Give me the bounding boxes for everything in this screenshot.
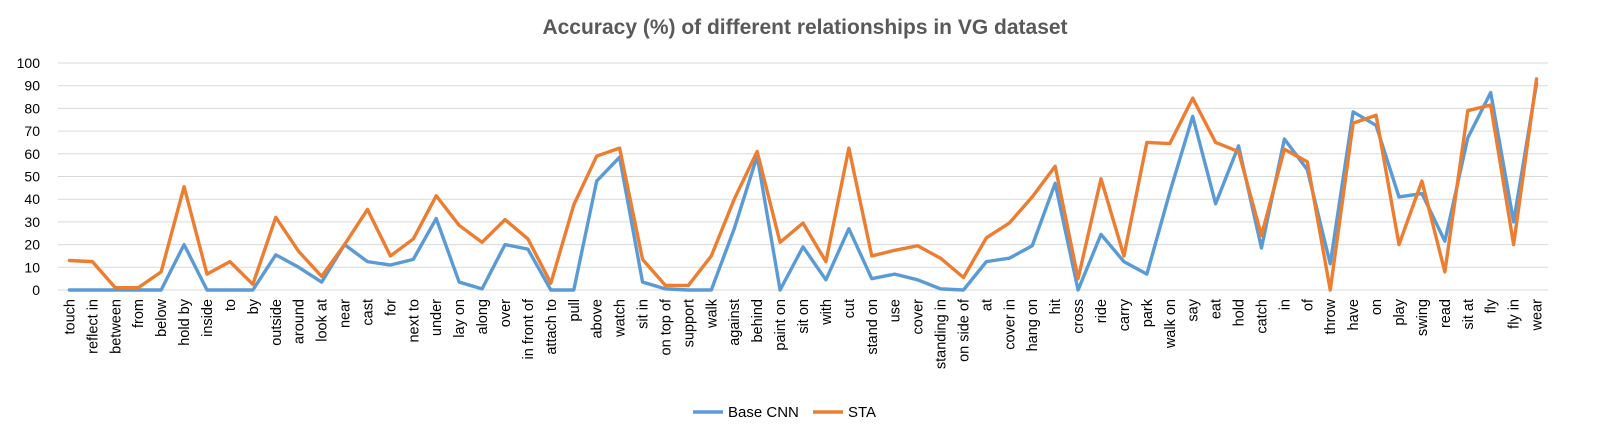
x-tick-label-cover: cover <box>911 299 927 335</box>
y-tick-label: 70 <box>24 123 40 139</box>
x-tick-label-hold-by: hold by <box>177 298 193 346</box>
x-axis-tick-labels: touch reflect in between from below hold by in… <box>62 298 1545 369</box>
x-tick-label-on-side-of: on side of <box>956 298 972 362</box>
x-tick-label-park: park <box>1140 298 1156 327</box>
x-tick-label-attach-to: attach to <box>544 299 560 355</box>
x-tick-label-outside: outside <box>269 299 285 346</box>
x-tick-label-throw: throw <box>1323 298 1339 334</box>
x-tick-label-cast: cast <box>360 299 376 326</box>
x-tick-label-stand-on: stand on <box>865 299 881 355</box>
x-tick-label-standing-in: standing in <box>934 299 950 369</box>
legend: Base CNN STA <box>693 404 876 421</box>
x-tick-label-in: in <box>1277 299 1293 310</box>
x-tick-label-above: above <box>590 299 606 339</box>
x-tick-label-wear: wear <box>1530 299 1546 332</box>
y-tick-label: 100 <box>17 55 41 71</box>
y-tick-label: 80 <box>24 100 40 116</box>
x-tick-label-at: at <box>979 299 995 311</box>
x-tick-label-by: by <box>246 298 262 314</box>
x-tick-label-have: have <box>1346 299 1362 330</box>
x-tick-label-play: play <box>1392 298 1408 325</box>
x-tick-label-look-at: look at <box>315 299 331 342</box>
x-tick-label-sit-at: sit at <box>1461 299 1477 330</box>
x-tick-label-carry: carry <box>1117 298 1133 331</box>
y-tick-label: 50 <box>24 169 40 185</box>
x-tick-label-lay-on: lay on <box>452 299 468 338</box>
x-tick-label-in-front-of: in front of <box>521 298 537 359</box>
x-tick-label-with: with <box>819 299 835 326</box>
x-tick-label-next-to: next to <box>406 299 422 343</box>
x-tick-label-over: over <box>498 299 514 327</box>
x-tick-label-against: against <box>727 299 743 346</box>
x-tick-label-on-top-of: on top of <box>658 298 674 355</box>
x-tick-label-use: use <box>888 299 904 322</box>
x-tick-label-near: near <box>338 299 354 328</box>
x-tick-label-hang-on: hang on <box>1025 299 1041 351</box>
chart-title: Accuracy (%) of different relationships … <box>542 16 1067 39</box>
x-tick-label-along: along <box>475 299 491 334</box>
legend-label-sta: STA <box>848 404 876 421</box>
x-tick-label-sit-on: sit on <box>796 299 812 334</box>
x-tick-label-cover-in: cover in <box>1002 299 1018 350</box>
x-tick-label-to: to <box>223 299 239 311</box>
x-tick-label-paint-on: paint on <box>773 299 789 351</box>
x-tick-label-fly: fly <box>1484 298 1500 313</box>
x-tick-label-touch: touch <box>62 299 78 334</box>
y-tick-label: 90 <box>24 78 40 94</box>
x-tick-label-catch: catch <box>1254 299 1270 334</box>
x-tick-label-pull: pull <box>567 299 583 322</box>
y-tick-label: 30 <box>24 214 40 230</box>
x-tick-label-say: say <box>1186 298 1202 321</box>
y-tick-label: 10 <box>24 259 40 275</box>
x-tick-label-fly-in: fly in <box>1507 299 1523 329</box>
x-tick-label-eat: eat <box>1209 299 1225 319</box>
y-tick-label: 20 <box>24 237 40 253</box>
legend-label-base-cnn: Base CNN <box>728 404 799 421</box>
x-tick-label-ride: ride <box>1094 299 1110 323</box>
x-tick-label-of: of <box>1300 298 1316 311</box>
series-line-sta <box>67 77 1539 292</box>
series-lines <box>67 77 1539 292</box>
x-tick-label-hit: hit <box>1048 299 1064 314</box>
x-tick-label-around: around <box>292 299 308 344</box>
x-tick-label-watch: watch <box>613 299 629 338</box>
x-tick-label-walk-on: walk on <box>1163 299 1179 349</box>
x-tick-label-cut: cut <box>842 299 858 318</box>
x-tick-label-from: from <box>131 299 147 328</box>
gridlines <box>58 62 1548 291</box>
x-tick-label-support: support <box>681 299 697 347</box>
x-tick-label-read: read <box>1438 299 1454 328</box>
x-tick-label-on: on <box>1369 299 1385 315</box>
x-tick-label-between: between <box>108 299 124 354</box>
x-tick-label-walk: walk <box>704 298 720 329</box>
x-tick-label-under: under <box>429 299 445 336</box>
x-tick-label-hold: hold <box>1232 299 1248 326</box>
x-tick-label-behind: behind <box>750 299 766 343</box>
x-tick-label-for: for <box>383 299 399 316</box>
y-axis-tick-labels: 0 10 20 30 40 50 60 70 80 90 100 <box>17 55 41 298</box>
x-tick-label-reflect-in: reflect in <box>85 299 101 354</box>
x-tick-label-sit-in: sit in <box>636 299 652 329</box>
x-tick-label-cross: cross <box>1071 299 1087 334</box>
x-tick-label-below: below <box>154 298 170 336</box>
y-tick-label: 40 <box>24 191 40 207</box>
x-tick-label-swing: swing <box>1415 299 1431 336</box>
y-tick-label: 0 <box>32 282 40 298</box>
series-line-base-cnn <box>67 81 1539 292</box>
x-tick-label-inside: inside <box>200 299 216 337</box>
y-tick-label: 60 <box>24 146 40 162</box>
